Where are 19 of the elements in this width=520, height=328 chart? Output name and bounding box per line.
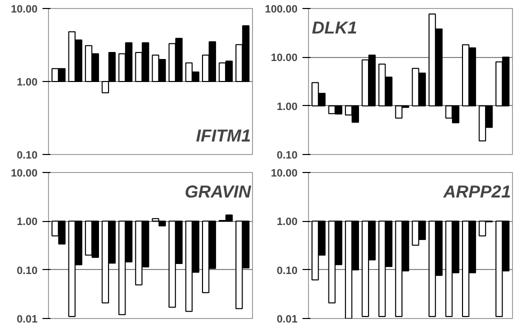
y-tick-label: 1.00	[16, 76, 38, 88]
text: IFITM1	[196, 126, 251, 146]
y-tick-label: 0.10	[276, 264, 298, 277]
y-tick-label: 10.00	[10, 168, 38, 180]
y-tick-label: 0.01	[16, 314, 38, 326]
y-tick-label: 0.10	[16, 264, 38, 277]
y-tick-label: 0.01	[276, 314, 298, 326]
y-tick-label: 10.00	[270, 52, 298, 64]
y-tick-label: 100.00	[264, 4, 298, 16]
y-tick-label: 1.00	[276, 216, 298, 228]
y-tick-label: 0.10	[276, 150, 298, 162]
y-tick-label: 1.00	[16, 216, 38, 228]
y-tick-label: 10.00	[10, 4, 38, 16]
text: ARPP21	[442, 181, 511, 202]
y-tick-label: 1.00	[276, 100, 298, 113]
y-tick-label: 0.10	[16, 150, 38, 162]
y-tick-label: 10.00	[270, 168, 298, 180]
text: GRAVIN	[184, 181, 252, 202]
text: DLK1	[312, 17, 358, 38]
